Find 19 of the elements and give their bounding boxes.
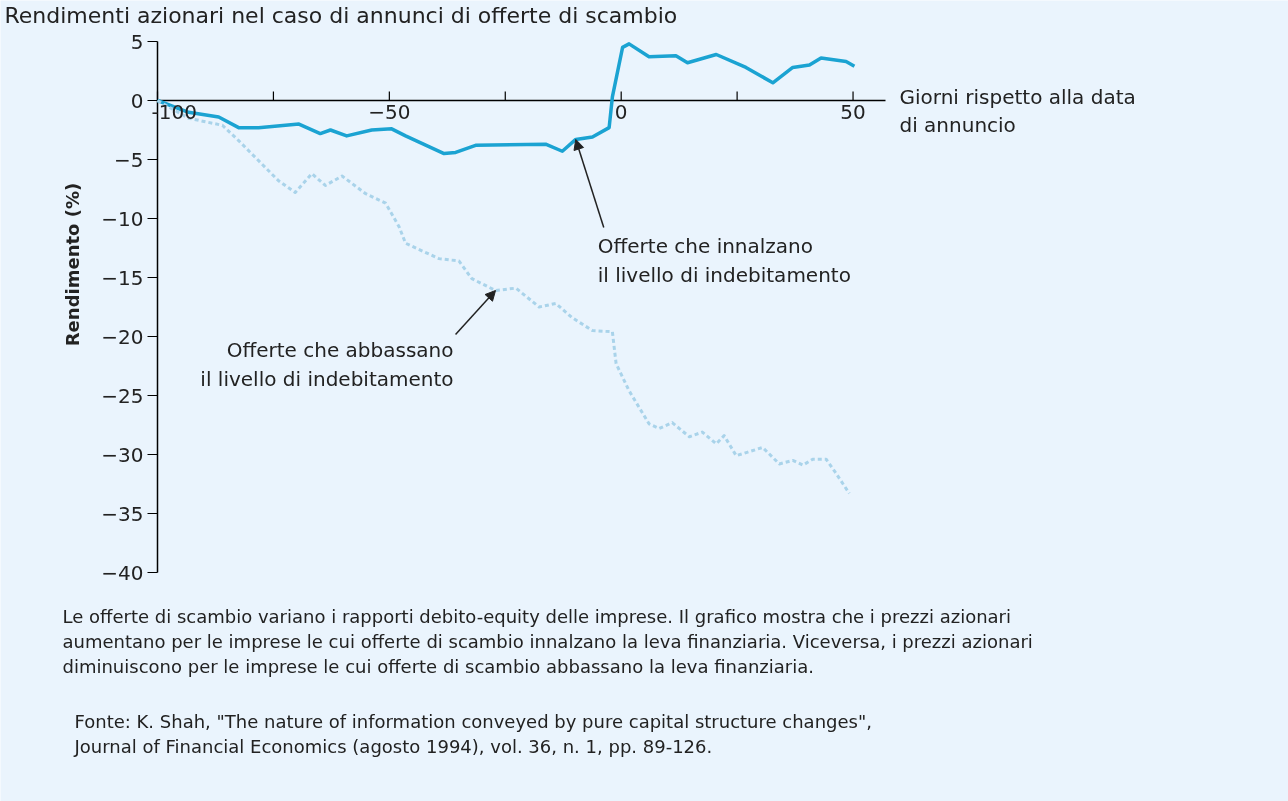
x-tick-label: 0 — [614, 99, 628, 124]
x-tick-label: 50 — [840, 99, 866, 124]
y-tick-label: −5 — [114, 147, 144, 172]
y-tick-label: 5 — [130, 29, 144, 54]
y-tick-label: −10 — [101, 206, 144, 231]
y-tick-label: −15 — [101, 265, 144, 290]
y-tick-label: −25 — [101, 383, 144, 408]
text: Le offerte di scambio variano i rapporti debito-equity delle imprese. Il grafico mostra che i prezzi azionari aumentano per le imprese le cui offerte di scambio innalzano la leva finanziaria. Viceversa, i prezzi azionari diminuiscono per le imprese le cui offerte di scambio abbassano la leva finanziaria. — [62, 605, 1033, 677]
annotation: Offerte che abbassano il livello di indebitamento — [200, 338, 454, 392]
y-tick-label: −30 — [101, 442, 144, 467]
x-tick-label: −50 — [368, 99, 411, 124]
x-axis-title: Giorni rispetto alla data di annuncio — [899, 84, 1136, 138]
y-axis-title: Rendimento (%) — [62, 182, 83, 347]
annotation: Offerte che innalzano il livello di indebitamento — [597, 234, 851, 288]
chart-title: Rendimenti azionari nel caso di annunci di offerte di scambio — [4, 2, 678, 28]
y-tick-label: −20 — [101, 324, 144, 349]
source-note: Fonte: K. Shah, "The nature of information conveyed by pure capital structure changes", Journal of Financial Economics (agosto 1994), vol. 36, n. 1, pp. 89-126. — [73, 710, 872, 757]
y-tick-label: −35 — [101, 501, 144, 526]
y-tick-label: −40 — [101, 560, 144, 585]
